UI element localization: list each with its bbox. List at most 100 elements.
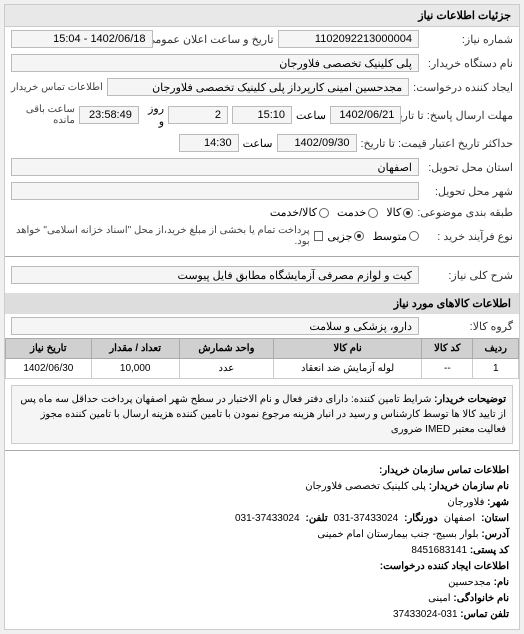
table-header-row: ردیف کد کالا نام کالا واحد شمارش تعداد /… <box>6 339 519 359</box>
th-row: ردیف <box>473 339 519 359</box>
requester-label: ایجاد کننده درخواست: <box>413 81 513 94</box>
radio-icon <box>409 231 419 241</box>
contact-postal: کد پستی: 8451683141 <box>15 543 509 559</box>
budget-mixed-radio[interactable]: کالا/خدمت <box>270 206 329 219</box>
announce-date-input[interactable] <box>11 30 152 48</box>
row-need-desc: شرح کلی نیاز: <box>5 263 519 287</box>
org-name-label: نام سازمان خریدار: <box>429 481 509 492</box>
purchase-mid-radio[interactable]: متوسط <box>372 230 419 243</box>
budget-service-radio[interactable]: خدمت <box>337 206 378 219</box>
delivery-province-input[interactable] <box>11 158 419 176</box>
goods-info-title: اطلاعات کالاهای مورد نیاز <box>5 293 519 314</box>
goods-table: ردیف کد کالا نام کالا واحد شمارش تعداد /… <box>5 338 519 379</box>
seller-notes-box: توضیحات خریدار: شرایط تامین کننده: دارای… <box>11 385 513 444</box>
cell-row: 1 <box>473 359 519 379</box>
purchase-small-radio[interactable]: جزیی <box>327 230 364 243</box>
response-date-input[interactable] <box>330 106 401 124</box>
address: بلوار بسیج- جنب بیمارستان امام خمینی <box>317 529 478 540</box>
budget-goods-label: کالا <box>386 206 401 219</box>
th-date: تاریخ نیاز <box>6 339 92 359</box>
payment-note: پرداخت تمام یا بخشی از مبلغ خرید،از محل … <box>11 225 310 247</box>
fax: 031-37433024 <box>334 511 399 527</box>
fax-label: دورنگار: <box>404 511 438 527</box>
radio-icon <box>319 208 329 218</box>
province: اصفهان <box>444 511 475 527</box>
budget-goods-radio[interactable]: کالا <box>386 206 413 219</box>
table-row: 1 -- لوله آزمایش ضد انعقاد عدد 10,000 14… <box>6 359 519 379</box>
row-request-number: شماره نیاز: تاریخ و ساعت اعلان عمومی: <box>5 27 519 51</box>
row-budget-class: طبقه بندی موضوعی: کالا خدمت کالا/خدمت <box>5 203 519 222</box>
row-max-response: حداکثر تاریخ اعتبار قیمت: تا تاریخ: ساعت <box>5 131 519 155</box>
days-label: روز و <box>143 102 164 128</box>
contact-section: اطلاعات تماس سازمان خریدار: نام سازمان خ… <box>5 457 519 629</box>
phone-label: تلفن: <box>306 511 328 527</box>
row-requester: ایجاد کننده درخواست: اطلاعات تماس خریدار <box>5 75 519 99</box>
contact-name: نام: مجدحسین <box>15 575 509 591</box>
requester-input[interactable] <box>107 78 409 96</box>
divider <box>5 450 519 451</box>
buyer-device-label: نام دستگاه خریدار: <box>423 57 513 70</box>
cell-unit: عدد <box>179 359 273 379</box>
name: مجدحسین <box>448 577 491 588</box>
row-delivery-province: استان محل تحویل: <box>5 155 519 179</box>
goods-group-input[interactable] <box>11 317 419 335</box>
org-name: پلی کلینیک تخصصی فلاورجان <box>305 481 426 492</box>
purchase-radio-group: متوسط جزیی <box>327 230 419 243</box>
contact-province-row: استان: اصفهان دورنگار: 031-37433024 تلفن… <box>15 511 509 527</box>
radio-icon <box>354 231 364 241</box>
radio-icon <box>368 208 378 218</box>
seller-notes-label: توضیحات خریدار: <box>434 394 506 405</box>
divider <box>5 256 519 257</box>
max-date-input[interactable] <box>277 134 357 152</box>
contact-address: آدرس: بلوار بسیج- جنب بیمارستان امام خمی… <box>15 527 509 543</box>
delivery-city-input[interactable] <box>11 182 419 200</box>
max-time-input[interactable] <box>179 134 239 152</box>
need-desc-label: شرح کلی نیاز: <box>423 269 513 282</box>
delivery-province-label: استان محل تحویل: <box>423 161 513 174</box>
postal: 8451683141 <box>411 545 467 556</box>
need-desc-input[interactable] <box>11 266 419 284</box>
payment-checkbox[interactable] <box>314 231 324 241</box>
days-input[interactable] <box>168 106 228 124</box>
max-response-label: حداکثر تاریخ اعتبار قیمت: تا تاریخ: <box>361 137 514 150</box>
row-response-deadline: مهلت ارسال پاسخ: تا تاریخ: ساعت روز و سا… <box>5 99 519 131</box>
request-number-label: شماره نیاز: <box>423 33 513 46</box>
row-delivery-city: شهر محل تحویل: <box>5 179 519 203</box>
budget-service-label: خدمت <box>337 206 366 219</box>
row-purchase-type: نوع فرآیند خرید : متوسط جزیی پرداخت تمام… <box>5 222 519 250</box>
buyer-device-input[interactable] <box>11 54 419 72</box>
address-label: آدرس: <box>481 529 509 540</box>
cell-qty: 10,000 <box>91 359 179 379</box>
request-number-input[interactable] <box>278 30 419 48</box>
postal-label: کد پستی: <box>470 545 509 556</box>
row-goods-group: گروه کالا: <box>5 314 519 338</box>
row-buyer-device: نام دستگاه خریدار: <box>5 51 519 75</box>
family-label: نام خانوادگی: <box>453 593 509 604</box>
th-code: کد کالا <box>422 339 473 359</box>
delivery-city-label: شهر محل تحویل: <box>423 185 513 198</box>
budget-class-label: طبقه بندی موضوعی: <box>417 206 513 219</box>
phone: 031-37433024 <box>235 511 300 527</box>
purchase-type-label: نوع فرآیند خرید : <box>423 230 513 243</box>
panel-title: جزئیات اطلاعات نیاز <box>5 5 519 27</box>
city: فلاورجان <box>447 497 484 508</box>
time-label-1: ساعت <box>296 109 326 122</box>
th-name: نام کالا <box>274 339 422 359</box>
family: امینی <box>428 593 451 604</box>
response-deadline-label: مهلت ارسال پاسخ: تا تاریخ: <box>405 109 513 122</box>
radio-icon <box>403 208 413 218</box>
province-label: استان: <box>481 511 509 527</box>
budget-mixed-label: کالا/خدمت <box>270 206 317 219</box>
contact-phone-row: تلفن تماس: 031-37433024 <box>15 607 509 623</box>
response-time-input[interactable] <box>232 106 292 124</box>
contact-city: شهر: فلاورجان <box>15 495 509 511</box>
purchase-small-label: جزیی <box>327 230 352 243</box>
name-label: نام: <box>494 577 509 588</box>
th-qty: تعداد / مقدار <box>91 339 179 359</box>
remaining-label: ساعت باقی مانده <box>11 104 75 126</box>
remaining-input[interactable] <box>79 106 139 124</box>
cell-date: 1402/06/30 <box>6 359 92 379</box>
contact-family: نام خانوادگی: امینی <box>15 591 509 607</box>
contact-org: نام سازمان خریدار: پلی کلینیک تخصصی فلاو… <box>15 479 509 495</box>
th-unit: واحد شمارش <box>179 339 273 359</box>
